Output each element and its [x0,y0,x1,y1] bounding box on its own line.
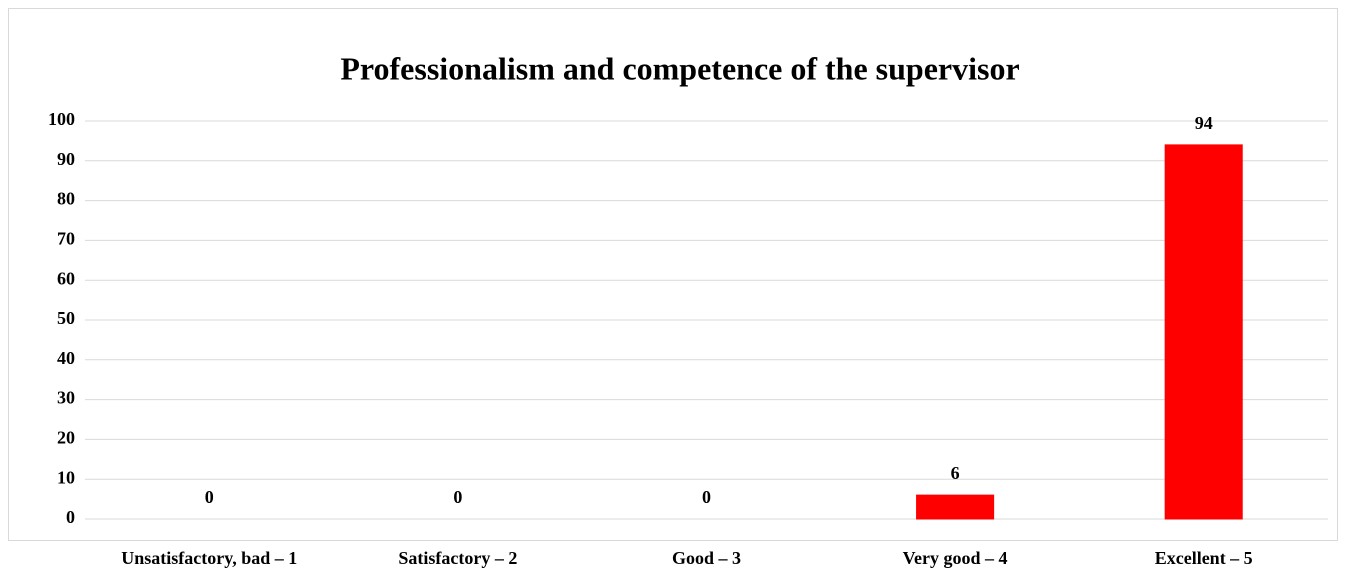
bar [916,494,995,520]
y-tick-label: 60 [57,268,75,288]
y-tick-label: 0 [66,507,75,527]
y-tick-label: 100 [48,109,75,129]
y-tick-label: 80 [57,189,75,209]
y-tick-label: 30 [57,388,75,408]
data-label: 6 [951,463,960,483]
data-label: 0 [453,487,462,507]
y-tick-label: 90 [57,149,75,169]
x-tick-label: Satisfactory – 2 [398,548,517,568]
data-label: 0 [205,487,214,507]
data-label: 0 [702,487,711,507]
data-label: 94 [1195,113,1213,133]
y-tick-label: 20 [57,428,75,448]
chart-title: Professionalism and competence of the su… [340,50,1019,86]
x-tick-label: Very good – 4 [903,548,1008,568]
x-tick-label: Good – 3 [672,548,741,568]
x-tick-label: Excellent – 5 [1155,548,1253,568]
chart-border [8,8,1338,541]
bar [1164,144,1243,520]
y-tick-label: 70 [57,229,75,249]
x-tick-label: Unsatisfactory, bad – 1 [121,548,297,568]
y-tick-label: 10 [57,467,75,487]
y-tick-label: 50 [57,308,75,328]
y-tick-label: 40 [57,348,75,368]
